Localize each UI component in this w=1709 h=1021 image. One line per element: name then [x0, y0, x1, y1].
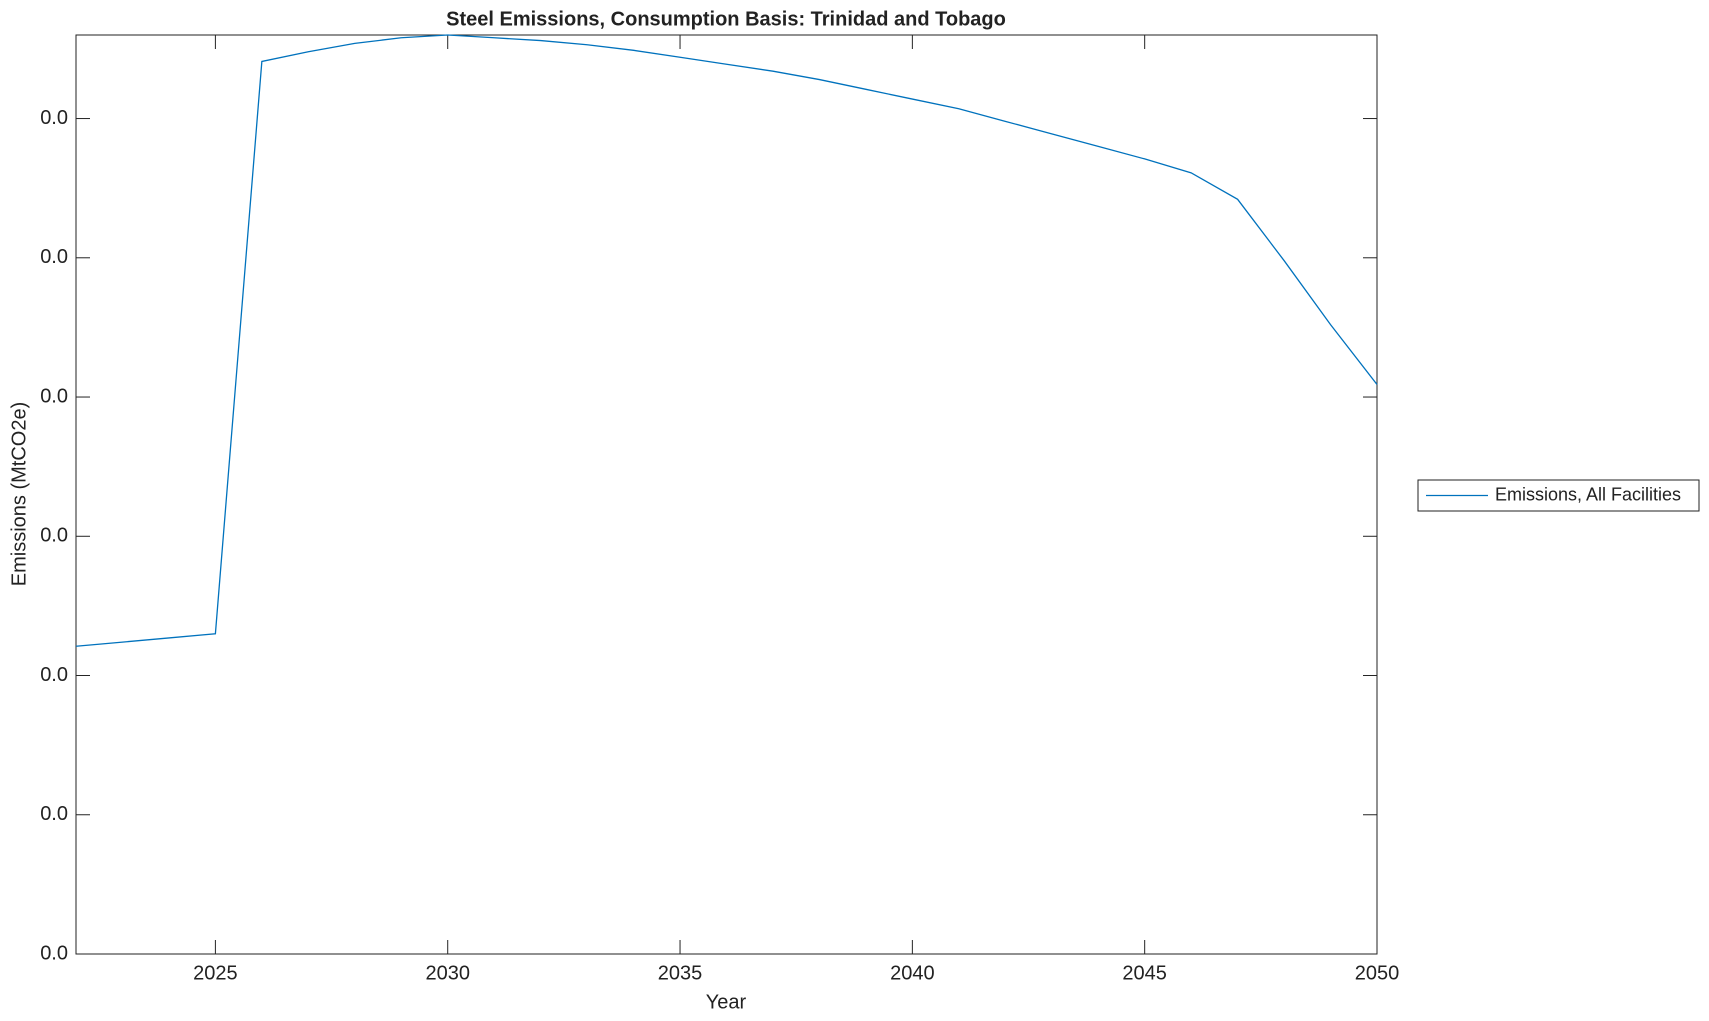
y-tick-label: 0.0: [40, 107, 68, 129]
plot-frame: [75, 34, 1378, 955]
y-tick-label: 0.0: [40, 664, 68, 686]
y-tick-label: 0.0: [40, 246, 68, 268]
x-tick-label: 2025: [193, 962, 238, 984]
x-tick-label: 2040: [890, 962, 935, 984]
x-tick-label: 2030: [425, 962, 470, 984]
y-tick-label: 0.0: [40, 385, 68, 407]
y-tick-label: 0.0: [40, 942, 68, 964]
y-tick-label: 0.0: [40, 525, 68, 547]
x-tick-label: 2045: [1122, 962, 1167, 984]
y-tick-label: 0.0: [40, 803, 68, 825]
y-axis-label: Emissions (MtCO2e): [8, 402, 30, 586]
chart-title: Steel Emissions, Consumption Basis: Trin…: [446, 8, 1006, 30]
x-tick-label: 2035: [658, 962, 703, 984]
x-tick-label: 2050: [1355, 962, 1400, 984]
data-line: [75, 34, 1378, 647]
x-axis-label: Year: [706, 991, 747, 1013]
legend-label: Emissions, All Facilities: [1495, 484, 1681, 504]
